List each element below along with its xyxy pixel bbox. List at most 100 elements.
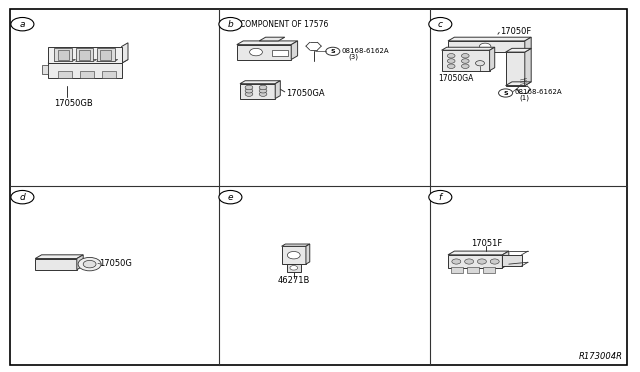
Text: 17050F: 17050F <box>500 27 532 36</box>
Circle shape <box>477 259 486 264</box>
Text: 17050G: 17050G <box>99 259 132 267</box>
Polygon shape <box>76 48 93 61</box>
Bar <box>483 267 495 273</box>
Polygon shape <box>237 41 298 45</box>
Circle shape <box>245 92 253 96</box>
Polygon shape <box>525 37 531 52</box>
Circle shape <box>245 89 253 93</box>
Text: a: a <box>20 20 25 29</box>
Polygon shape <box>448 37 531 41</box>
Circle shape <box>219 17 242 31</box>
Polygon shape <box>506 82 531 86</box>
Polygon shape <box>442 47 495 50</box>
Polygon shape <box>506 48 531 52</box>
Text: R173004R: R173004R <box>579 352 623 361</box>
Text: COMPONENT OF 17576: COMPONENT OF 17576 <box>240 20 328 29</box>
Polygon shape <box>122 43 128 63</box>
Polygon shape <box>42 65 48 74</box>
Circle shape <box>429 17 452 31</box>
Polygon shape <box>237 45 291 60</box>
Polygon shape <box>525 48 531 86</box>
Circle shape <box>259 85 267 90</box>
Polygon shape <box>48 63 122 78</box>
Polygon shape <box>502 251 509 268</box>
Polygon shape <box>282 244 310 246</box>
Polygon shape <box>502 255 522 266</box>
Circle shape <box>219 190 242 204</box>
Polygon shape <box>35 255 83 259</box>
Text: 17050GA: 17050GA <box>286 89 324 97</box>
Polygon shape <box>282 246 306 264</box>
Circle shape <box>461 59 469 63</box>
Circle shape <box>250 48 262 56</box>
Polygon shape <box>240 84 275 99</box>
Text: 46271B: 46271B <box>278 276 310 285</box>
Text: d: d <box>20 193 25 202</box>
Polygon shape <box>259 37 285 41</box>
Circle shape <box>452 259 461 264</box>
Polygon shape <box>306 244 310 264</box>
Circle shape <box>259 92 267 96</box>
Text: 08168-6162A: 08168-6162A <box>342 48 389 54</box>
Text: 08168-6162A: 08168-6162A <box>515 89 562 95</box>
Circle shape <box>11 190 34 204</box>
Text: c: c <box>438 20 443 29</box>
Bar <box>58 50 69 60</box>
Polygon shape <box>35 259 77 270</box>
Circle shape <box>465 259 474 264</box>
Circle shape <box>461 64 469 68</box>
Circle shape <box>479 43 491 50</box>
Circle shape <box>259 89 267 93</box>
Circle shape <box>287 251 300 259</box>
Polygon shape <box>448 255 502 268</box>
Circle shape <box>290 266 298 270</box>
Text: 17050GA: 17050GA <box>438 74 474 83</box>
Polygon shape <box>442 50 490 71</box>
Polygon shape <box>448 41 525 52</box>
Circle shape <box>447 59 455 63</box>
Polygon shape <box>54 60 76 61</box>
Text: (1): (1) <box>520 94 530 101</box>
Circle shape <box>326 47 340 55</box>
Circle shape <box>499 89 513 97</box>
Circle shape <box>447 64 455 68</box>
Bar <box>100 50 111 60</box>
Polygon shape <box>80 71 94 78</box>
Polygon shape <box>506 52 525 86</box>
Circle shape <box>245 85 253 90</box>
Polygon shape <box>48 60 128 63</box>
Polygon shape <box>240 81 280 84</box>
Circle shape <box>429 190 452 204</box>
Circle shape <box>447 54 455 58</box>
Polygon shape <box>275 81 280 99</box>
Circle shape <box>490 259 499 264</box>
Text: (3): (3) <box>348 54 358 60</box>
Circle shape <box>78 257 101 271</box>
Text: 17050GB: 17050GB <box>54 99 93 108</box>
Polygon shape <box>448 251 509 255</box>
Text: S: S <box>503 90 508 96</box>
Polygon shape <box>287 264 301 272</box>
Polygon shape <box>58 71 72 78</box>
Text: e: e <box>228 193 233 202</box>
Polygon shape <box>76 60 97 61</box>
Text: f: f <box>439 193 442 202</box>
Polygon shape <box>102 71 116 78</box>
Polygon shape <box>291 41 298 60</box>
Circle shape <box>476 61 484 66</box>
Text: S: S <box>330 49 335 54</box>
Polygon shape <box>490 47 495 71</box>
Circle shape <box>83 260 96 268</box>
Bar <box>79 50 90 60</box>
Polygon shape <box>48 46 122 63</box>
Bar <box>451 267 463 273</box>
Polygon shape <box>97 48 115 61</box>
Bar <box>467 267 479 273</box>
Circle shape <box>461 54 469 58</box>
Text: 17051F: 17051F <box>471 239 502 248</box>
Bar <box>272 50 288 56</box>
Text: b: b <box>228 20 233 29</box>
Circle shape <box>11 17 34 31</box>
Polygon shape <box>77 255 83 270</box>
Polygon shape <box>97 60 118 61</box>
